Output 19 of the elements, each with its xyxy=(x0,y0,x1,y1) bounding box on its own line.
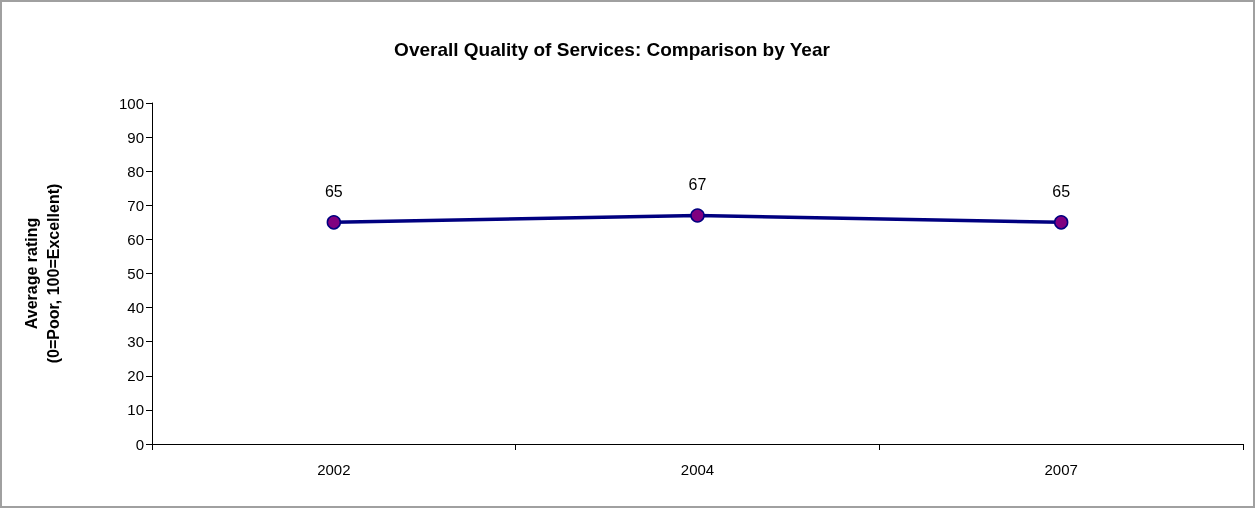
data-label: 65 xyxy=(324,182,343,200)
data-label: 65 xyxy=(1052,182,1071,200)
data-label: 67 xyxy=(688,175,707,193)
y-tick-label: 60 xyxy=(127,230,144,248)
y-tick-label: 40 xyxy=(127,299,144,317)
y-tick-label: 90 xyxy=(127,128,144,146)
y-tick-label: 50 xyxy=(127,265,144,282)
y-tick-label: 10 xyxy=(127,401,144,419)
y-tick-label: 100 xyxy=(118,94,144,112)
y-axis-title: Average rating (0=Poor, 100=Excellent) xyxy=(22,183,62,364)
x-tick-label: 2007 xyxy=(1044,461,1078,478)
x-tick-label: 2002 xyxy=(317,461,351,478)
x-tick-label: 2004 xyxy=(680,461,715,478)
y-tick-label: 30 xyxy=(127,333,144,351)
y-tick-label: 0 xyxy=(135,435,144,453)
chart-title: Overall Quality of Services: Comparison by Year xyxy=(394,39,831,60)
y-tick-label: 20 xyxy=(127,367,144,385)
y-tick-label: 80 xyxy=(127,162,144,180)
y-tick-label: 70 xyxy=(127,196,144,214)
